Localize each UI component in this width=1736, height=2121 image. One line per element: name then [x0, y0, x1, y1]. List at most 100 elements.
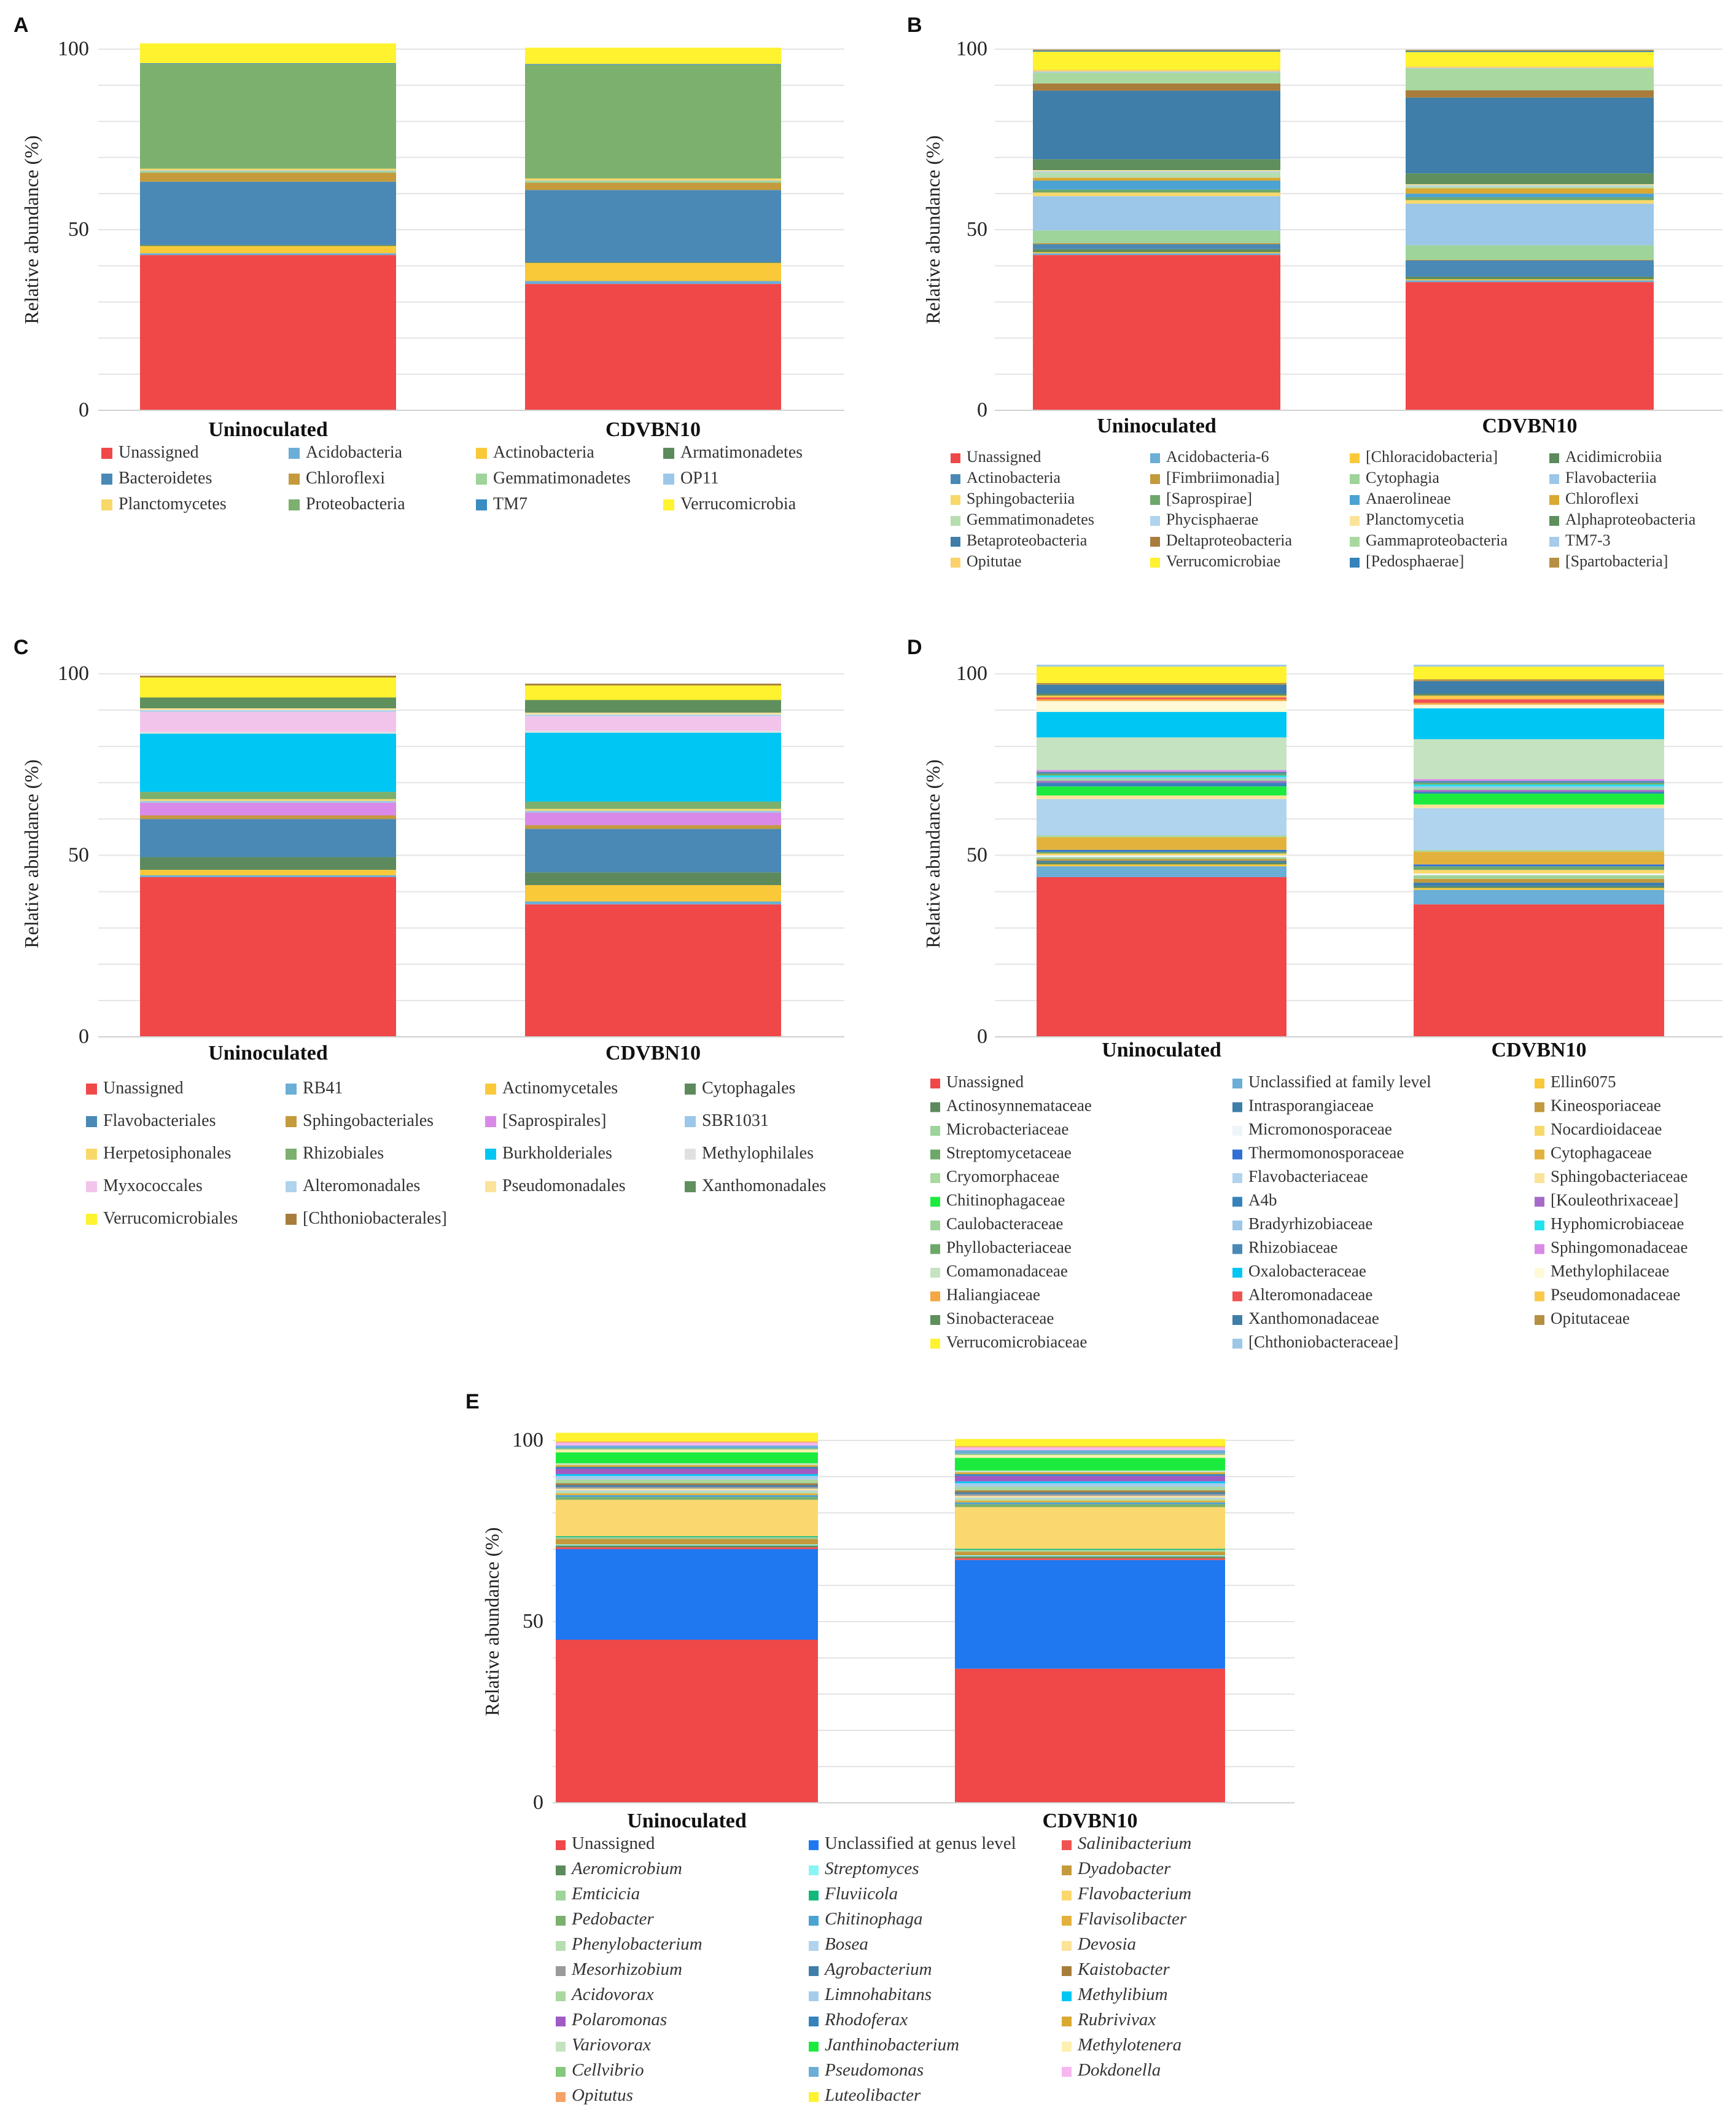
- legend-item: Dokdonella: [1062, 2060, 1161, 2080]
- legend-label: Xanthomonadales: [702, 1176, 826, 1195]
- bar-segment-betaproteobacteria: [1033, 90, 1280, 160]
- x-category-label: Uninoculated: [1102, 1039, 1221, 1061]
- legend-swatch: [1062, 1865, 1072, 1875]
- legend-item: Kineosporiaceae: [1535, 1096, 1661, 1115]
- legend-label: Pseudomonadales: [502, 1176, 626, 1195]
- bar-segment-sbr1031: [525, 810, 781, 813]
- legend-item: Phenylobacterium: [556, 1934, 703, 1954]
- bar-segment-kaistobacter: [955, 1490, 1225, 1493]
- bar-segment-limnohabitans: [955, 1483, 1225, 1487]
- legend-item: [Pedosphaerae]: [1350, 552, 1464, 570]
- x-category-label: Uninoculated: [627, 1810, 747, 1832]
- legend-label: SBR1031: [702, 1111, 769, 1130]
- legend-label: Betaproteobacteria: [967, 531, 1088, 549]
- bar-segment-xanthomonadaceae: [1414, 681, 1664, 694]
- bar-segment-sinobacteraceae: [1037, 693, 1286, 696]
- legend-swatch: [1150, 558, 1160, 568]
- bar-segment-xanthomonadales: [140, 697, 396, 709]
- legend-label: Dyadobacter: [1077, 1859, 1171, 1878]
- legend-item: Proteobacteria: [289, 494, 405, 514]
- legend-swatch: [286, 1084, 297, 1095]
- legend-swatch: [1535, 1315, 1544, 1325]
- bar-segment-nocardioidaceae: [1414, 870, 1664, 874]
- bar-segment-aeromicrobium: [556, 1545, 818, 1548]
- legend-swatch: [1549, 474, 1559, 484]
- legend-swatch: [1535, 1149, 1544, 1160]
- legend-label: Unassigned: [946, 1072, 1024, 1091]
- legend-label: Unassigned: [103, 1079, 184, 1098]
- legend-item: Phycisphaerae: [1150, 510, 1258, 528]
- legend-label: Kaistobacter: [1077, 1959, 1170, 1979]
- legend-item: Flavobacterium: [1062, 1884, 1191, 1904]
- bar-segment-devosia: [556, 1488, 818, 1491]
- bar-stack-cdvbn10: [1406, 50, 1654, 410]
- legend-label: Actinosynnemataceae: [946, 1096, 1092, 1115]
- legend-label: Phyllobacteriaceae: [946, 1238, 1072, 1257]
- bar-segment-emticicia: [556, 1537, 818, 1539]
- bar-segment-pseudomonas: [556, 1445, 818, 1448]
- bar-stack-cdvbn10: [525, 47, 781, 410]
- legend-item: Acidovorax: [556, 1985, 654, 2004]
- legend-item: Flavobacteriales: [86, 1111, 216, 1130]
- legend: Unassigned Acidobacteria Actinobacteria Arm…: [101, 443, 803, 514]
- bar-segment-intrasporangiaceae: [1037, 861, 1286, 863]
- bar-segment-herpetosiphonales: [140, 799, 396, 801]
- legend-item: Actinobacteria: [476, 443, 594, 462]
- y-axis-label: Relative abundance (%): [481, 1527, 503, 1716]
- bar-segment-actinomycetales: [140, 870, 396, 876]
- legend-swatch: [1062, 2067, 1072, 2077]
- bar-segment-streptomyces: [955, 1555, 1225, 1557]
- legend-label: Aeromicrobium: [570, 1859, 682, 1878]
- bar-segment-verrucomicrobiae: [1033, 52, 1280, 70]
- legend-swatch: [951, 453, 960, 463]
- legend-swatch: [1535, 1079, 1544, 1088]
- bar-segment-unassigned: [1414, 904, 1664, 1037]
- bar-segment-flavobacterium: [955, 1507, 1225, 1549]
- legend-swatch: [685, 1149, 696, 1160]
- legend-swatch: [1350, 453, 1360, 463]
- legend-swatch: [930, 1291, 940, 1302]
- legend-label: Chitinophaga: [825, 1909, 923, 1929]
- legend-swatch: [930, 1173, 940, 1183]
- legend-label: Rhizobiales: [303, 1144, 384, 1163]
- legend-label: Dokdonella: [1077, 2060, 1161, 2080]
- bar-stack-cdvbn10: [1414, 665, 1664, 1037]
- bar-segment-verrucomicrobiaceae: [1037, 666, 1286, 683]
- legend-label: Pseudomonas: [824, 2060, 924, 2080]
- legend-item: Acidobacteria: [289, 443, 403, 462]
- legend-item: OP11: [663, 469, 719, 488]
- legend-item: Unassigned: [101, 443, 199, 462]
- legend-swatch: [1350, 558, 1360, 568]
- bar-segment-unclassified-at-family-level: [1037, 866, 1286, 877]
- legend-swatch: [485, 1149, 496, 1160]
- legend-swatch: [1062, 1941, 1072, 1951]
- y-tick-label: 0: [977, 1025, 987, 1048]
- legend-swatch: [1350, 516, 1360, 526]
- bar-segment-pseudomonas: [955, 1450, 1225, 1454]
- bar-segment-tm7: [140, 63, 396, 64]
- bar-segment-pseudomonadaceae: [1037, 695, 1286, 698]
- legend-swatch: [1150, 495, 1160, 505]
- bar-segment-actinobacteria: [1406, 260, 1654, 277]
- legend-item: Anaerolineae: [1350, 490, 1451, 507]
- legend-swatch: [1062, 2042, 1072, 2052]
- legend-item: Pseudomonadaceae: [1535, 1286, 1680, 1304]
- legend-item: [Chloracidobacteria]: [1350, 448, 1498, 466]
- bar-segment-salinibacterium: [556, 1547, 818, 1549]
- legend-item: Unassigned: [951, 448, 1041, 466]
- bar-segment-flavobacteriales: [525, 829, 781, 873]
- legend-item: Flavisolibacter: [1062, 1909, 1187, 1929]
- legend-item: Verrucomicrobiae: [1150, 552, 1280, 570]
- legend-item: Bosea: [809, 1934, 868, 1954]
- legend-swatch: [809, 2042, 819, 2052]
- legend-label: Actinomycetales: [502, 1079, 618, 1098]
- legend-swatch: [930, 1126, 940, 1136]
- legend: Unassigned Acidobacteria-6 [Chloracidobact…: [951, 448, 1696, 570]
- legend-item: Verrucomicrobiaceae: [930, 1333, 1087, 1351]
- legend-label: Rubrivivax: [1077, 2010, 1156, 2029]
- y-axis-label: Relative abundance (%): [20, 759, 42, 948]
- legend-item: Kaistobacter: [1062, 1959, 1170, 1979]
- bar-segment-rhodoferax: [556, 1467, 818, 1469]
- legend-swatch: [809, 2017, 819, 2026]
- bar-segment-rhizobiales: [525, 802, 781, 809]
